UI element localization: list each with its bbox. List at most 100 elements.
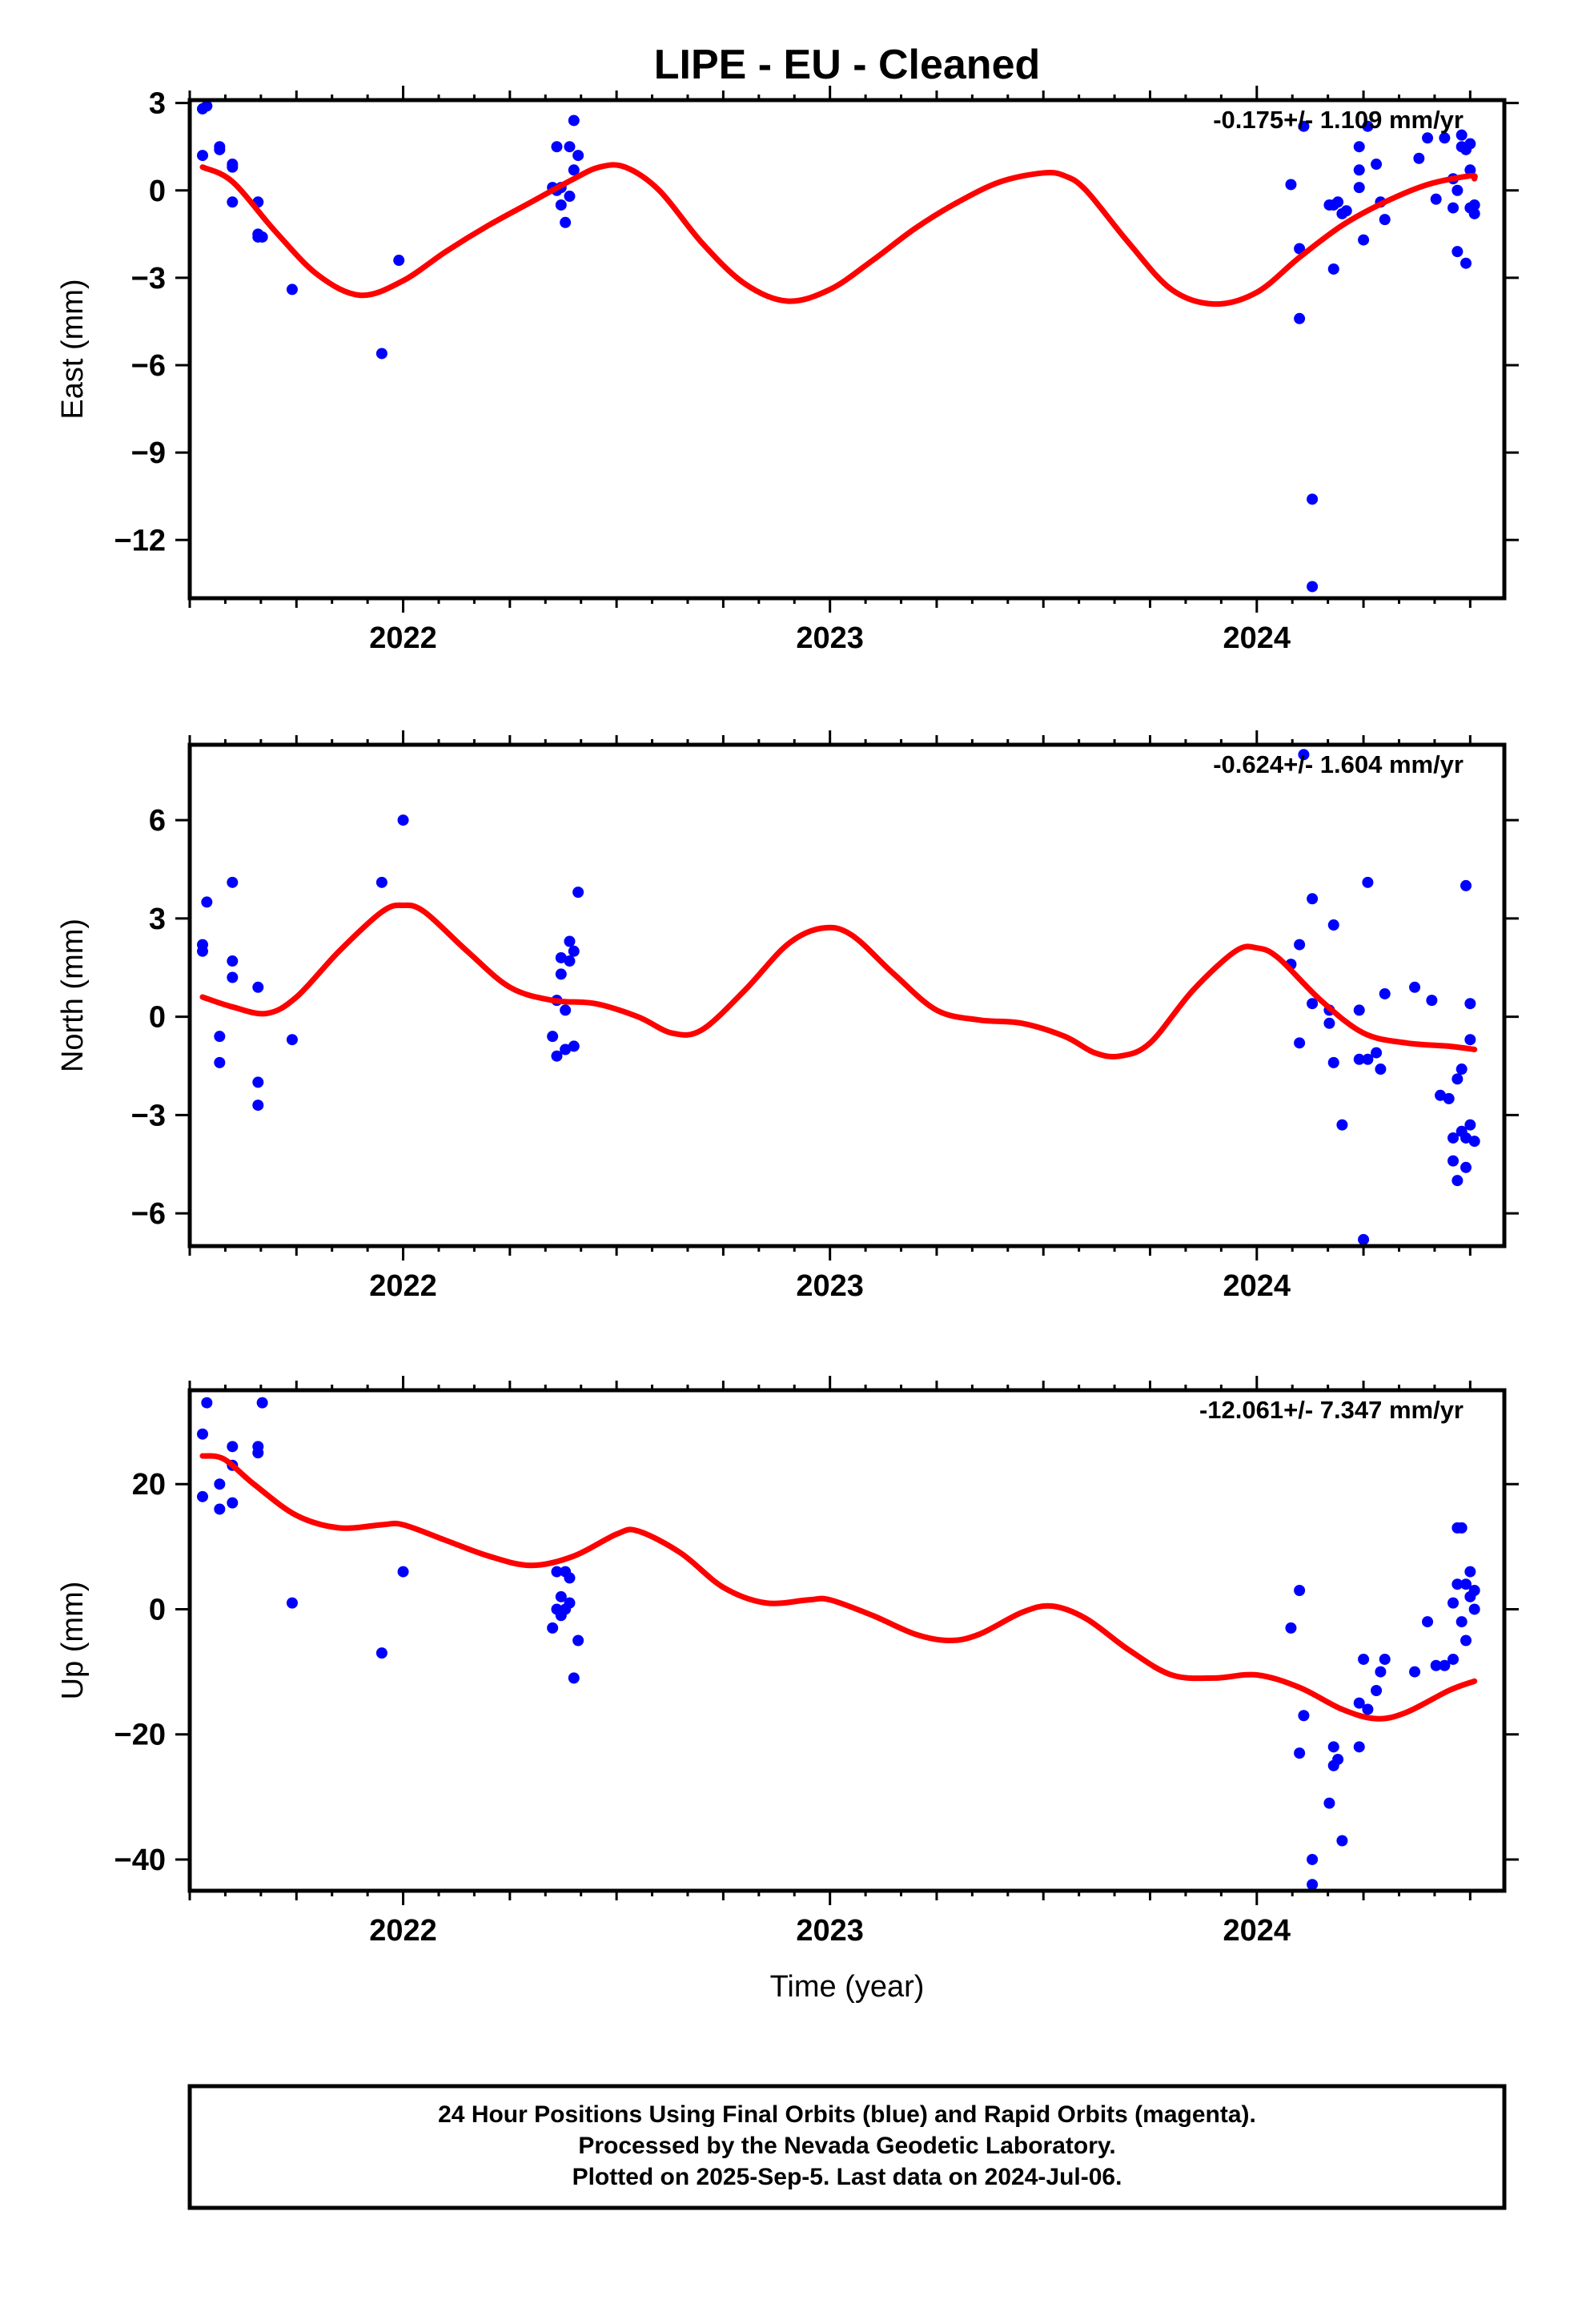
data-point <box>555 199 567 211</box>
data-point <box>196 1490 208 1502</box>
data-point <box>1294 1747 1306 1759</box>
y-tick-label: 20 <box>132 1468 166 1502</box>
data-point <box>196 1428 208 1440</box>
data-point <box>1422 1616 1434 1628</box>
data-point <box>1379 987 1391 999</box>
y-axis-label: East (mm) <box>56 279 90 419</box>
panel-up: 2022 2023 2024 20 0 −20 −40 Up (mm) -12.061+/- 7… <box>56 1376 1519 1948</box>
x-tick-label: 2023 <box>796 1269 864 1303</box>
plot-area <box>196 749 1480 1245</box>
x-tick-label: 2022 <box>369 621 437 655</box>
data-point <box>1307 893 1319 905</box>
data-point <box>1439 1659 1451 1671</box>
plot-frame <box>187 98 1507 601</box>
data-point <box>256 1397 268 1409</box>
data-point <box>393 255 405 267</box>
data-point <box>1426 995 1438 1007</box>
data-point <box>1464 1566 1476 1578</box>
data-point <box>1371 1047 1383 1059</box>
data-point <box>1460 879 1472 891</box>
data-point <box>1362 1703 1374 1715</box>
data-point <box>1456 1063 1468 1076</box>
data-point <box>572 1634 584 1647</box>
x-tick-label: 2022 <box>369 1914 437 1948</box>
x-tick-label: 2023 <box>796 1914 864 1948</box>
data-point <box>375 348 387 360</box>
data-point <box>1435 1089 1447 1101</box>
data-point <box>555 951 567 963</box>
data-point <box>227 161 239 173</box>
data-point <box>1327 1741 1339 1753</box>
data-point <box>1452 184 1464 196</box>
plot-frame <box>187 742 1507 1248</box>
data-point <box>227 1441 239 1453</box>
data-point <box>1362 876 1374 888</box>
y-tick-label: 3 <box>149 903 166 936</box>
y-tick-label: 0 <box>149 1001 166 1035</box>
fit-curve <box>199 902 1478 1059</box>
data-point <box>1460 1161 1472 1173</box>
data-point <box>196 150 208 162</box>
data-point <box>1464 1034 1476 1046</box>
data-point <box>1371 1685 1383 1696</box>
y-tick-label: 0 <box>149 1593 166 1626</box>
data-point <box>1323 1017 1335 1029</box>
data-point <box>1430 1659 1442 1671</box>
data-point <box>1468 199 1480 211</box>
data-point <box>564 955 576 967</box>
data-point <box>252 1100 264 1112</box>
data-point <box>397 814 409 826</box>
data-point <box>1422 132 1434 144</box>
data-point <box>1379 1653 1391 1665</box>
data-point <box>1307 581 1319 593</box>
data-point <box>1307 493 1319 505</box>
data-point <box>201 896 213 908</box>
data-point <box>1353 1697 1365 1709</box>
x-tick-label: 2024 <box>1223 621 1291 655</box>
data-point <box>1460 1634 1472 1647</box>
data-point <box>1298 1710 1310 1722</box>
data-point <box>227 955 239 967</box>
data-point <box>564 1597 576 1609</box>
data-point <box>1285 1622 1297 1634</box>
data-point <box>1307 998 1319 1010</box>
data-point <box>1285 179 1297 191</box>
data-point <box>1443 1092 1455 1104</box>
data-point <box>1298 749 1310 761</box>
data-point <box>1468 207 1480 219</box>
data-point <box>196 945 208 957</box>
data-point <box>564 191 576 203</box>
data-point <box>1307 1853 1319 1865</box>
data-point <box>560 216 572 228</box>
data-point <box>1447 1155 1460 1167</box>
y-tick-label: −12 <box>114 524 166 557</box>
rate-annotation: -12.061+/- 7.347 mm/yr <box>1199 1396 1464 1424</box>
data-point <box>1358 1653 1370 1665</box>
data-point <box>1409 981 1421 993</box>
data-point <box>1430 193 1442 205</box>
data-point <box>1409 1666 1421 1678</box>
data-point <box>560 1043 572 1055</box>
data-point <box>1452 246 1464 258</box>
y-tick-label: −40 <box>114 1844 166 1877</box>
data-point <box>1294 939 1306 951</box>
data-point <box>568 945 580 957</box>
data-point <box>286 1597 298 1609</box>
data-point <box>252 1447 264 1459</box>
data-point <box>1447 202 1460 214</box>
data-point <box>560 1004 572 1016</box>
data-point <box>214 1503 226 1515</box>
data-point <box>564 935 576 947</box>
data-point <box>1323 1797 1335 1809</box>
data-point <box>1413 152 1425 164</box>
data-point <box>1327 1056 1339 1068</box>
data-point <box>1340 205 1352 217</box>
plot-area <box>196 1397 1480 1891</box>
rate-annotation: -0.175+/- 1.109 mm/yr <box>1213 106 1464 134</box>
data-point <box>252 1076 264 1088</box>
data-point <box>547 1031 559 1043</box>
data-point <box>1379 214 1391 226</box>
data-point <box>1375 1063 1387 1076</box>
plot-frame <box>187 1388 1507 1893</box>
